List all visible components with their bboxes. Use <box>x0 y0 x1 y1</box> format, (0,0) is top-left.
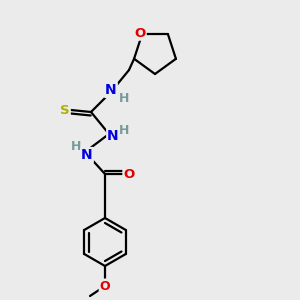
Text: N: N <box>107 129 119 143</box>
Text: S: S <box>60 103 70 116</box>
Text: H: H <box>71 140 81 154</box>
Text: O: O <box>100 280 110 292</box>
Text: O: O <box>123 167 135 181</box>
Text: O: O <box>134 27 146 40</box>
Text: H: H <box>119 92 129 104</box>
Text: N: N <box>81 148 93 162</box>
Text: N: N <box>105 83 117 97</box>
Text: H: H <box>119 124 129 136</box>
